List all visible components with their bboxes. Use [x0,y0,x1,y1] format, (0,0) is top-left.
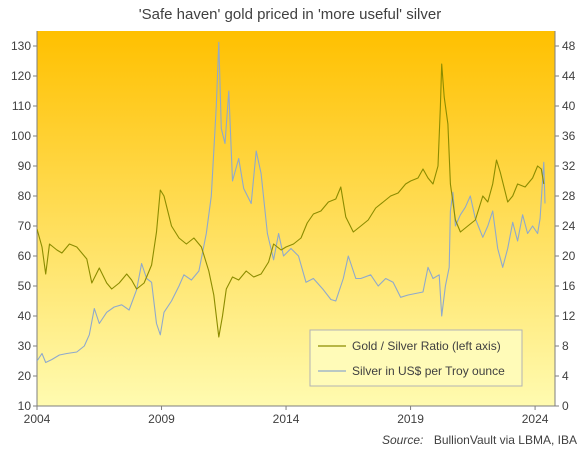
source-text: BullionVault via LBMA, IBA [434,433,577,447]
x-axis-tick-label: 2014 [273,412,300,426]
x-axis: 2004 2009 2014 2019 2024 [24,405,555,426]
left-axis-tick-label: 90 [18,159,32,173]
x-axis-tick-label: 2009 [148,412,175,426]
left-axis-tick-label: 50 [18,279,32,293]
legend-label-silver: Silver in US$ per Troy ounce [352,364,505,378]
left-axis-tick-label: 30 [18,339,32,353]
left-axis-tick-label: 80 [18,189,32,203]
left-axis-tick-label: 10 [18,399,32,413]
right-axis-tick-label: 44 [562,69,576,83]
right-axis-tick-label: 40 [562,99,576,113]
right-axis-tick-label: 36 [562,129,576,143]
chart-title: 'Safe haven' gold priced in 'more useful… [139,6,441,23]
left-axis: 10 20 30 40 50 60 70 80 90 100 110 120 130 [11,31,38,413]
right-axis-tick-label: 8 [562,339,569,353]
gold-silver-ratio-line [37,63,545,338]
right-axis-tick-label: 20 [562,249,576,263]
right-axis-tick-label: 16 [562,279,576,293]
right-axis-tick-label: 24 [562,219,576,233]
source-note: Source: BullionVault via LBMA, IBA [382,431,577,448]
right-axis-tick-label: 28 [562,189,576,203]
right-axis-tick-label: 32 [562,159,576,173]
legend-box [309,329,523,387]
silver-price-line [37,41,546,364]
left-axis-tick-label: 60 [18,249,32,263]
legend-label-ratio: Gold / Silver Ratio (left axis) [352,339,501,353]
source-label: Source: [382,433,423,447]
legend: Gold / Silver Ratio (left axis) Silver i… [309,329,523,387]
left-axis-tick-label: 40 [18,309,32,323]
right-axis-tick-label: 0 [562,399,569,413]
left-axis-tick-label: 100 [11,129,31,143]
x-axis-tick-label: 2024 [522,412,549,426]
left-axis-tick-label: 130 [11,39,31,53]
left-axis-tick-label: 120 [11,69,31,83]
x-axis-tick-label: 2004 [24,412,51,426]
left-axis-tick-label: 20 [18,369,32,383]
series-layer [37,41,546,364]
x-axis-tick-label: 2019 [397,412,424,426]
right-axis-tick-label: 12 [562,309,576,323]
left-axis-tick-label: 70 [18,219,32,233]
right-axis-tick-label: 48 [562,39,576,53]
left-axis-tick-label: 110 [12,99,31,113]
right-axis-tick-label: 4 [562,369,569,383]
